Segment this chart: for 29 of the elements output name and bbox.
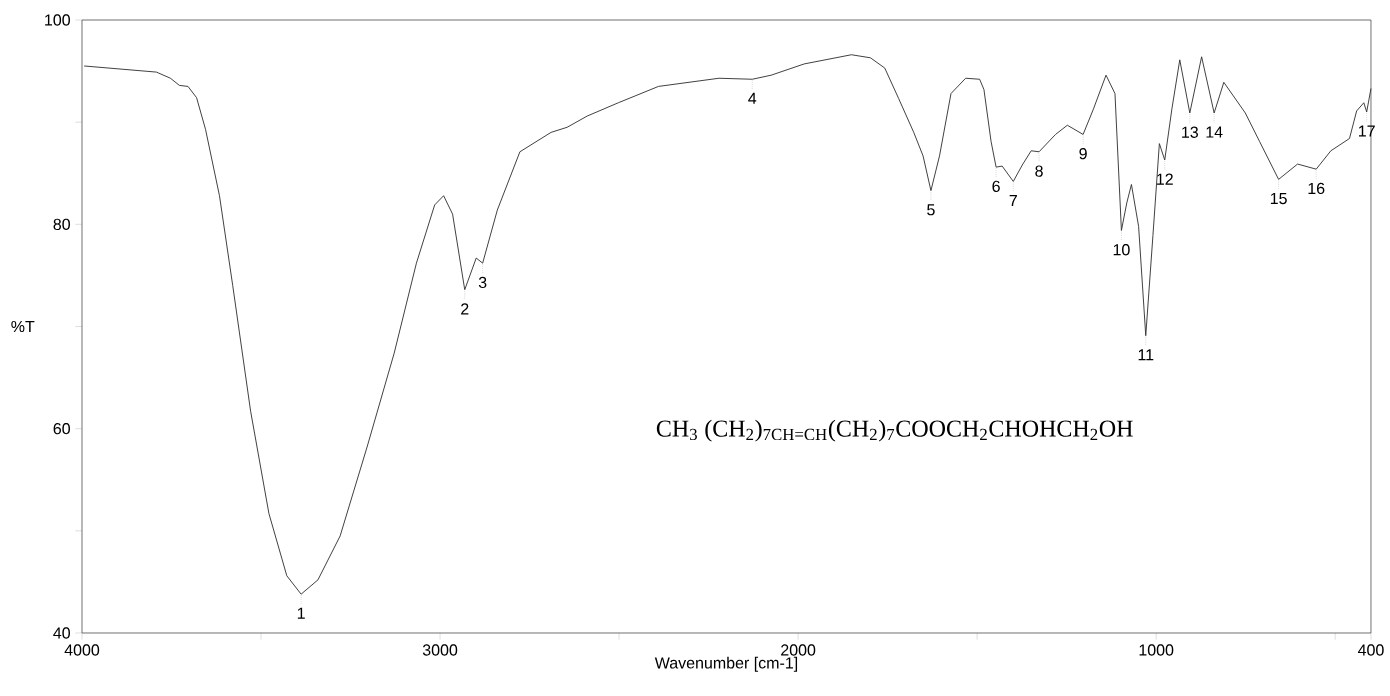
annotation: 6	[992, 180, 1000, 193]
annotation: 13	[1182, 126, 1198, 138]
text: CH$_{3}$ (CH$_{2}$)$_{7CH=CH}$(CH$_{2}$)$_{7}$COOCH$_{2}$CHOHCH$_{2}$OH	[656, 419, 1133, 442]
annotation: 17	[1359, 125, 1375, 137]
annotation: 14	[1206, 126, 1223, 138]
annotation: 2	[461, 303, 469, 315]
annotation: 9	[1079, 148, 1087, 160]
annotation: 11	[1138, 349, 1154, 361]
annotation: 15	[1270, 192, 1287, 205]
y-tick-label: 40	[53, 627, 70, 639]
x-tick-label: 4000	[64, 644, 100, 656]
y-tick-label: 100	[45, 14, 70, 26]
annotation: 1	[297, 607, 305, 619]
annotation: 5	[927, 204, 935, 216]
annotation: 4	[748, 92, 757, 104]
x-tick-label: 2000	[781, 644, 816, 656]
annotation: 10	[1113, 244, 1130, 256]
annotation: 7	[1009, 195, 1017, 207]
x-axis-title: Wavenumber [cm-1]	[654, 656, 798, 672]
annotation: 8	[1035, 165, 1043, 177]
y-tick-label: 60	[53, 423, 70, 435]
annotation: 3	[478, 276, 487, 289]
annotation: 16	[1308, 182, 1325, 195]
x-tick-label: 1000	[1139, 644, 1174, 656]
x-tick-label: 400	[1358, 644, 1384, 656]
y-tick-label: 80	[53, 218, 70, 230]
annotation: 12	[1157, 173, 1173, 185]
x-tick-label: 3000	[422, 644, 458, 656]
y-axis-title: %T	[11, 320, 35, 333]
